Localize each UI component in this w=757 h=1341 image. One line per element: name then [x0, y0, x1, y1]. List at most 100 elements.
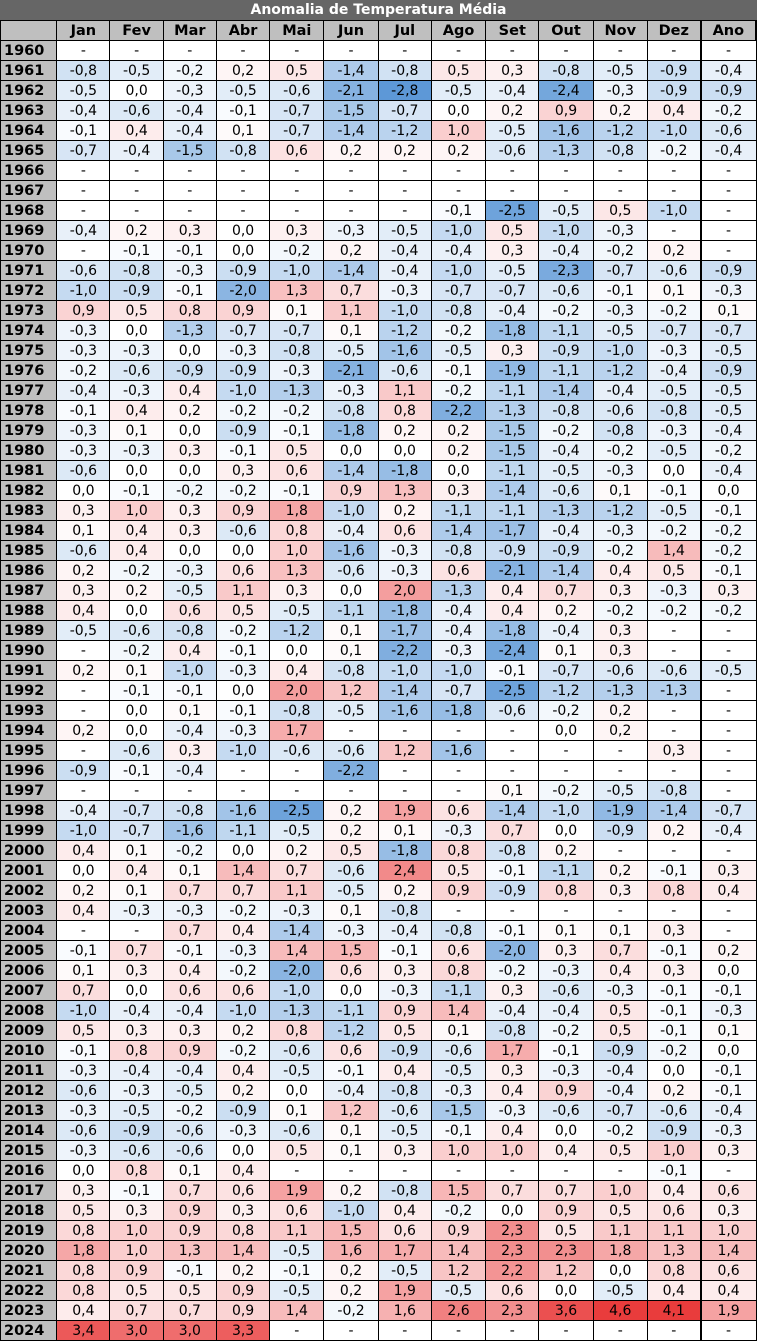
data-cell: - [538, 740, 594, 761]
data-cell: - [646, 620, 702, 641]
data-cell: -0,8 [377, 1080, 432, 1101]
data-cell: - [109, 180, 164, 201]
data-cell: -0,2 [646, 1040, 702, 1061]
data-cell: 1,5 [323, 1220, 379, 1241]
data-cell: 0,2 [215, 1080, 271, 1101]
data-cell: 1,1 [323, 300, 379, 321]
data-cell: - [109, 160, 164, 181]
row-header-year: 1971 [0, 260, 58, 281]
data-cell: -2,0 [485, 940, 540, 961]
table-row: 1984 0,1 0,4 0,3 -0,6 0,8 -0,4 0,6 -1,4 -1,7 -0,4-… [0, 520, 757, 541]
table-row: 2007 0,7 0,0 0,6 0,6 -1,0 0,0 -0,3 -1,1 0,3 -0,6 -0… [0, 980, 757, 1001]
data-cell: 0,4 [56, 1300, 111, 1321]
data-cell: -0,1 [646, 940, 702, 961]
data-cell: - [592, 900, 648, 921]
table-row: 2005 -0,1 0,7 -0,1 -0,3 1,4 1,5 -0,1 0,6 -2,0 0,3 0… [0, 940, 757, 961]
data-cell: -0,6 [56, 460, 111, 481]
data-cell: 1,0 [109, 500, 164, 521]
data-cell: -0,9 [646, 80, 702, 101]
data-cell: 0,4 [269, 660, 325, 681]
data-cell: -0,3 [215, 340, 271, 361]
data-cell: -0,3 [323, 380, 379, 401]
row-header-year: 1998 [0, 800, 58, 821]
data-cell: -1,7 [485, 520, 540, 541]
data-cell: -0,1 [699, 980, 757, 1001]
data-cell: 0,1 [56, 960, 111, 981]
data-cell: -0,3 [162, 560, 217, 581]
data-cell: -0,5 [592, 60, 648, 81]
data-cell: -1,1 [485, 380, 540, 401]
data-cell: 2,0 [377, 580, 432, 601]
table-row: 1995- -0,6 0,3 -1,0 -0,6 -0,6 1,2 -1,6- - -0,3- [0, 740, 757, 761]
data-cell: 0,0 [538, 1280, 594, 1301]
data-cell: 0,3 [162, 500, 217, 521]
data-cell: -1,1 [485, 460, 540, 481]
data-cell: 0,0 [56, 480, 111, 501]
data-cell: 0,1 [323, 640, 379, 661]
row-header-year: 1992 [0, 680, 58, 701]
data-cell: 0,3 [646, 740, 702, 761]
data-cell: - [56, 40, 111, 61]
data-cell: - [592, 740, 648, 761]
data-cell: -0,2 [592, 440, 648, 461]
data-cell: 0,9 [538, 100, 594, 121]
data-cell: 4,1 [646, 1300, 702, 1321]
data-cell: -0,3 [109, 440, 164, 461]
data-cell: - [699, 640, 757, 661]
chart-title: Anomalia de Temperatura Média [0, 0, 757, 20]
data-cell: -0,1 [109, 240, 164, 261]
data-cell: -1,6 [377, 340, 432, 361]
row-header-year: 1997 [0, 780, 58, 801]
data-cell: -0,5 [592, 1280, 648, 1301]
data-cell: 0,2 [592, 700, 648, 721]
data-cell: -1,0 [430, 260, 487, 281]
data-cell: 0,2 [646, 1080, 702, 1101]
column-header-mar: Mar [162, 20, 217, 41]
data-cell: 0,9 [323, 480, 379, 501]
data-cell: -1,6 [377, 700, 432, 721]
data-cell: -0,9 [56, 760, 111, 781]
data-cell: 0,2 [109, 580, 164, 601]
data-cell: 0,0 [323, 580, 379, 601]
data-cell: 0,8 [430, 960, 487, 981]
data-cell: -0,2 [538, 780, 594, 801]
data-cell: 0,4 [485, 1080, 540, 1101]
data-cell: - [538, 1320, 594, 1341]
data-cell: -0,9 [646, 60, 702, 81]
data-cell: 1,3 [269, 280, 325, 301]
data-cell: - [377, 1160, 432, 1181]
data-cell: 0,4 [377, 1200, 432, 1221]
data-cell: 0,7 [162, 1300, 217, 1321]
data-cell: 0,0 [215, 220, 271, 241]
table-row: 1993-0,0 0,1 -0,1 -0,8 -0,5 -1,6 -1,8 -0,6 -0,2 0… [0, 700, 757, 721]
data-cell: 0,1 [699, 300, 757, 321]
data-cell: - [109, 200, 164, 221]
table-row: 1992- -0,1 -0,1 0,0 2,0 1,2 -1,4 -0,7 -2,5 -1,2 -1… [0, 680, 757, 701]
table-row: 2008 -1,0 -0,4 -0,4 -1,0 -1,3 -1,1 0,9 1,4 -0,4 -0… [0, 1000, 757, 1021]
data-cell: 0,0 [646, 1060, 702, 1081]
data-cell: 1,1 [377, 380, 432, 401]
row-header-year: 1987 [0, 580, 58, 601]
data-cell: -0,6 [269, 740, 325, 761]
data-cell: - [377, 160, 432, 181]
table-row: 2006 0,1 0,3 0,4 -0,2 -2,0 0,6 0,3 0,8 -0,2 -0,3 0,… [0, 960, 757, 981]
data-cell: -0,5 [646, 380, 702, 401]
data-cell: 1,0 [592, 1180, 648, 1201]
table-row: 1977 -0,4 -0,3 0,4 -1,0 -1,3 -0,3 1,1 -0,2 -1,1 -1… [0, 380, 757, 401]
data-cell: -0,6 [377, 1100, 432, 1121]
data-cell: 0,0 [215, 680, 271, 701]
data-cell: -0,3 [56, 1100, 111, 1121]
data-cell: - [269, 1320, 325, 1341]
row-header-year: 1965 [0, 140, 58, 161]
table-row: 1999 -1,0 -0,7 -1,6 -1,1 -0,5 0,2 0,1 -0,3 0,7 0,0… [0, 820, 757, 841]
row-header-year: 2020 [0, 1240, 58, 1261]
data-cell: 0,0 [699, 960, 757, 981]
table-row: 1987 0,3 0,2 -0,5 1,1 0,3 0,0 2,0 -1,3 0,4 0,7 0,3-… [0, 580, 757, 601]
data-cell: -0,4 [323, 1080, 379, 1101]
data-cell: 0,7 [162, 1180, 217, 1201]
data-cell: -1,0 [269, 980, 325, 1001]
table-row: 1974 -0,3 0,0 -1,3 -0,7 -0,7 0,1 -1,2 -0,2 -1,8 -1… [0, 320, 757, 341]
data-cell: 0,4 [109, 520, 164, 541]
data-cell: -0,5 [485, 120, 540, 141]
data-cell: -0,2 [699, 440, 757, 461]
